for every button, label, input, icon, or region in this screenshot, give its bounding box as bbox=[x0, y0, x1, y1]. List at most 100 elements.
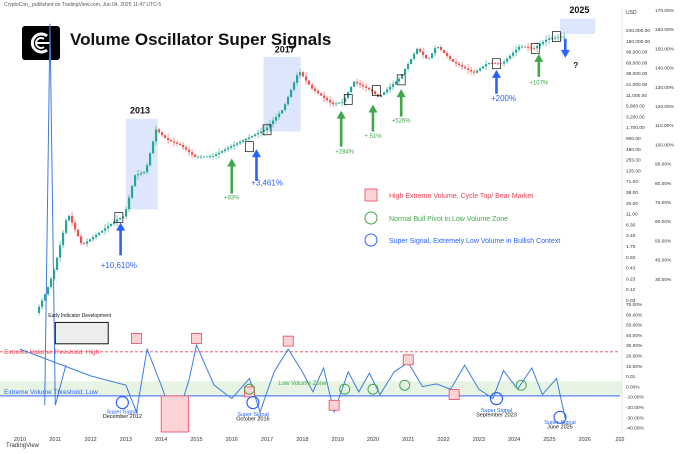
price-candle bbox=[511, 52, 515, 56]
price-candle bbox=[499, 63, 503, 65]
arrow-2020b-head bbox=[396, 89, 406, 98]
pct-tick-label: 80.00% bbox=[655, 181, 672, 187]
price-candle bbox=[196, 156, 200, 158]
price-tick-label: 5,800.00 bbox=[626, 104, 645, 110]
ss-dec2012-a: Super Signal bbox=[107, 409, 139, 415]
bull-pivot-marker bbox=[339, 383, 351, 395]
pivot-box bbox=[245, 141, 254, 153]
price-candle bbox=[322, 95, 326, 98]
price-candle bbox=[364, 86, 368, 88]
price-candle bbox=[175, 142, 179, 144]
high-volume-marker bbox=[131, 333, 142, 344]
price-candle bbox=[136, 174, 140, 176]
price-candle bbox=[145, 165, 149, 173]
price-candle bbox=[211, 155, 215, 157]
price-candle bbox=[49, 278, 53, 288]
pivot-box bbox=[396, 74, 406, 86]
price-candle bbox=[532, 48, 536, 49]
price-tick-label: 135.00 bbox=[626, 168, 641, 174]
price-candle bbox=[280, 110, 284, 114]
price-candle bbox=[382, 92, 386, 95]
price-candle bbox=[391, 84, 395, 87]
price-candle bbox=[445, 53, 449, 57]
legend-swatch-high bbox=[364, 188, 378, 202]
x-tick-label: 2025 bbox=[543, 437, 555, 443]
price-candle bbox=[394, 81, 398, 85]
price-candle bbox=[472, 71, 476, 73]
price-candle bbox=[256, 132, 260, 135]
x-tick-label: 2020 bbox=[367, 437, 379, 443]
osc-tick-label: 30.00% bbox=[626, 343, 643, 349]
pct-tick-label: 160.00% bbox=[655, 27, 675, 33]
pivot-box bbox=[114, 212, 124, 223]
x-tick-label: 2023 bbox=[473, 437, 485, 443]
high-volume-marker bbox=[328, 399, 340, 411]
pct-tick-label: 70.00% bbox=[655, 200, 672, 206]
price-candle bbox=[130, 186, 134, 198]
price-candle bbox=[385, 89, 389, 93]
price-candle bbox=[94, 234, 98, 238]
arrow-2016-green-head bbox=[227, 158, 237, 167]
price-candle bbox=[457, 63, 461, 66]
background-layer bbox=[0, 18, 622, 395]
ss-oct2016-b: October 2016 bbox=[236, 417, 269, 423]
osc-tick-label: 40.00% bbox=[626, 333, 643, 339]
price-candle bbox=[505, 58, 509, 62]
price-candle bbox=[349, 86, 353, 93]
ss-sep2023-b: September 2023 bbox=[476, 413, 517, 419]
price-candle bbox=[313, 88, 317, 91]
price-candle bbox=[343, 98, 347, 103]
osc-tick-label: 10.00% bbox=[626, 364, 643, 370]
osc-tick-label: 60.00% bbox=[626, 312, 643, 318]
price-candle bbox=[37, 306, 41, 313]
price-candle bbox=[493, 63, 497, 65]
price-candle bbox=[436, 47, 440, 49]
label-2017: 2017 bbox=[275, 44, 295, 54]
price-candle bbox=[157, 129, 161, 133]
price-candle bbox=[133, 175, 137, 187]
price-candle bbox=[508, 55, 512, 59]
logo-icon bbox=[22, 26, 60, 60]
price-candle bbox=[319, 93, 323, 96]
price-tick-label: 3.40 bbox=[626, 233, 636, 239]
price-candle bbox=[334, 103, 338, 105]
ss-jun2025-b: June 2025 bbox=[547, 425, 573, 431]
price-candle bbox=[82, 243, 86, 244]
x-tick-label: 2017 bbox=[261, 437, 273, 443]
gain-526: +526% bbox=[392, 119, 412, 125]
price-tick-label: 255.00 bbox=[626, 158, 641, 164]
price-candle bbox=[478, 68, 482, 71]
price-candle bbox=[202, 156, 206, 158]
legend-label-1: Normal Bull Pivot in Low Volume Zone bbox=[389, 216, 508, 223]
publish-caption: CryptoCon_ published on TradingView.com,… bbox=[4, 2, 162, 8]
price-candle bbox=[454, 61, 458, 64]
legend-label-2: Super Signal, Extremely Low Volume in Bu… bbox=[389, 238, 560, 245]
pct-tick-label: 110.00% bbox=[655, 123, 674, 129]
price-candle bbox=[76, 229, 80, 237]
price-candle bbox=[283, 104, 287, 111]
legend-swatch-2 bbox=[364, 233, 378, 247]
high-volume-marker bbox=[244, 386, 255, 398]
label-2013: 2013 bbox=[130, 106, 150, 116]
price-tick-label: 11.00 bbox=[626, 212, 638, 218]
price-candle bbox=[187, 149, 191, 153]
currency-label: USD bbox=[626, 10, 637, 16]
price-candle bbox=[547, 38, 551, 40]
x-tick-label: 202 bbox=[615, 437, 624, 443]
price-candle bbox=[142, 172, 146, 174]
label-2025: 2025 bbox=[569, 5, 589, 15]
super-signal-marker bbox=[489, 391, 504, 406]
price-candle bbox=[208, 156, 212, 158]
pivot-box bbox=[343, 94, 353, 105]
price-candle bbox=[265, 127, 269, 131]
price-tick-label: 60,000.00 bbox=[626, 60, 648, 66]
price-candle bbox=[439, 47, 443, 51]
price-candle bbox=[64, 220, 68, 233]
price-candle bbox=[247, 137, 251, 139]
osc-tick-label: -40.00% bbox=[626, 426, 645, 432]
price-candle bbox=[178, 143, 182, 146]
osc-tick-label: 20.00% bbox=[626, 354, 643, 360]
pivot-box bbox=[262, 124, 272, 136]
price-candle bbox=[253, 134, 257, 136]
arrow-2020-head bbox=[368, 104, 378, 113]
